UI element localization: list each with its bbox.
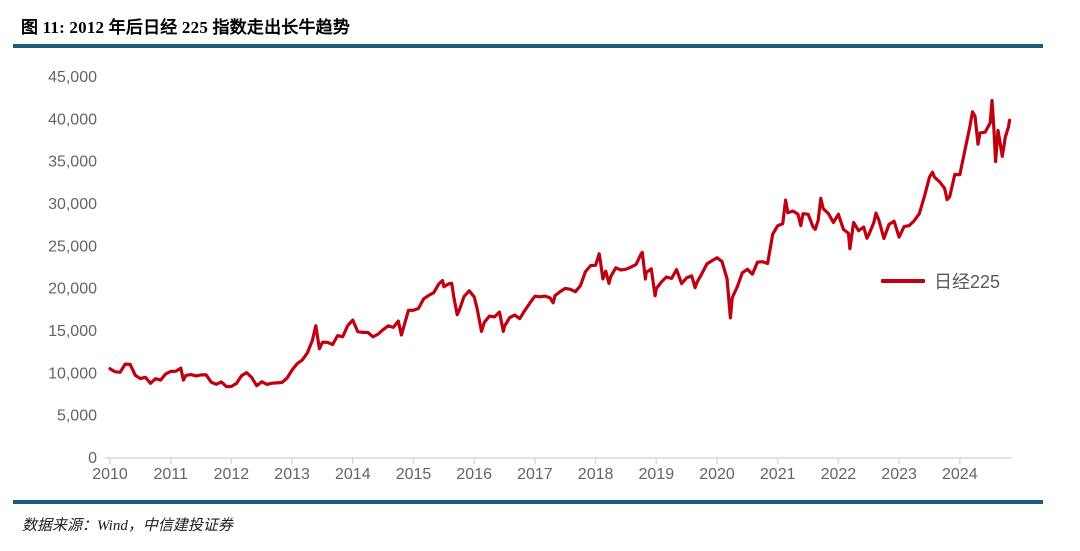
x-axis-tick-label: 2021 [760,466,796,483]
title-divider-rule [13,44,1043,48]
x-axis-tick-label: 2018 [578,466,614,483]
x-axis-tick-label: 2013 [274,466,310,483]
x-axis-tick-label: 2012 [214,466,250,483]
x-axis-tick-label: 2016 [456,466,492,483]
y-axis-tick-label: 10,000 [48,365,97,382]
x-axis-tick-label: 2022 [821,466,857,483]
y-axis-tick-label: 40,000 [48,111,97,128]
figure-title: 图 11: 2012 年后日经 225 指数走出长牛趋势 [21,18,351,37]
y-axis-tick-label: 35,000 [48,154,97,171]
x-axis-tick-label: 2015 [396,466,432,483]
chart-legend: 日经225 [881,268,1000,294]
y-axis-tick-label: 15,000 [48,323,97,340]
y-axis-tick-label: 30,000 [48,196,97,213]
x-axis-tick-label: 2014 [335,466,371,483]
x-axis-tick-label: 2011 [153,466,188,483]
x-axis-tick-label: 2020 [699,466,735,483]
series-line-日经225 [108,98,1012,389]
data-source-note: 数据来源：Wind，中信建投证券 [22,518,233,534]
y-axis-tick-label: 20,000 [48,281,97,298]
y-axis-tick-label: 25,000 [48,238,97,255]
x-axis-tick-label: 2019 [639,466,675,483]
x-axis-tick-label: 2010 [92,466,128,483]
bottom-divider-rule [13,500,1043,504]
x-axis-tick-label: 2017 [517,466,553,483]
legend-line-swatch [881,279,925,283]
y-axis-tick-label: 5,000 [57,408,97,425]
x-axis-tick-label: 2023 [881,466,917,483]
x-axis-tick-label: 2024 [942,466,978,483]
legend-series-label: 日经225 [934,272,1001,292]
y-axis-tick-label: 45,000 [48,69,97,86]
y-axis-tick-label: 0 [88,450,97,467]
